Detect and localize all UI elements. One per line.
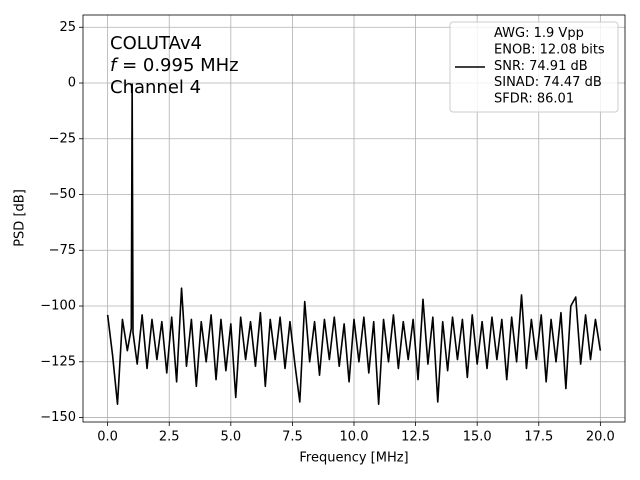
x-tick-label: 10.0 — [340, 430, 369, 445]
x-tick-label: 5.0 — [220, 430, 241, 445]
y-tick-label: 0 — [68, 76, 76, 91]
x-tick-label: 17.5 — [524, 430, 553, 445]
plot-frame — [82, 14, 626, 423]
annotation: Channel 4 — [110, 77, 201, 98]
legend-label: AWG: 1.9 Vpp ENOB: 12.08 bits SNR: 74.91 d… — [494, 26, 605, 107]
legend-box — [449, 21, 619, 113]
psd-line — [106, 83, 602, 405]
x-tick-label: 12.5 — [401, 430, 430, 445]
x-tick-label: 0.0 — [97, 430, 118, 445]
y-tick-label: −125 — [40, 354, 76, 369]
y-tick-label: −50 — [49, 187, 76, 202]
annotation: COLUTAv4 — [110, 33, 202, 54]
y-tick-label: 25 — [59, 20, 76, 35]
y-tick-label: −100 — [40, 299, 76, 314]
y-tick-label: −75 — [49, 243, 76, 258]
y-tick-label: −150 — [40, 410, 76, 425]
x-tick-label: 7.5 — [282, 430, 303, 445]
x-tick-label: 20.0 — [586, 430, 615, 445]
annotation: f = 0.995 MHz — [110, 55, 239, 76]
y-tick-label: −25 — [49, 131, 76, 146]
x-tick-label: 2.5 — [159, 430, 180, 445]
y-axis-label: PSD [dB] — [13, 189, 28, 247]
x-axis-label: Frequency [MHz] — [299, 451, 408, 466]
x-tick-label: 15.0 — [463, 430, 492, 445]
